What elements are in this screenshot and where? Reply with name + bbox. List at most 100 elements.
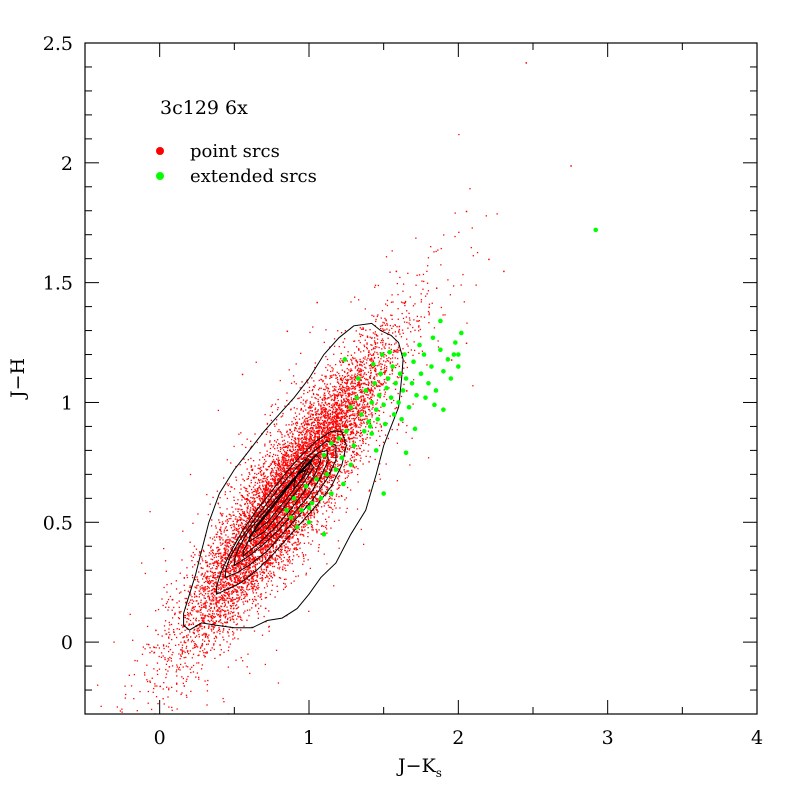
point-src-dot [395, 364, 397, 367]
point-src-dot [216, 566, 219, 568]
point-src-dot [203, 550, 205, 553]
point-src-dot [285, 446, 288, 448]
point-src-dot [328, 391, 331, 393]
point-src-dot [238, 554, 240, 557]
point-src-dot [219, 592, 221, 595]
point-src-dot [320, 413, 323, 416]
point-src-dot [294, 500, 297, 502]
point-src-dot [260, 537, 262, 539]
point-src-dot [336, 488, 338, 490]
point-src-dot [293, 456, 296, 459]
point-src-dot [226, 548, 228, 550]
point-src-dot [196, 629, 198, 632]
point-src-dot [330, 419, 332, 422]
point-src-dot [360, 395, 362, 398]
point-src-dot [267, 580, 269, 582]
point-src-dot [314, 397, 316, 399]
point-src-dot [274, 472, 276, 474]
point-src-dot [286, 481, 289, 484]
point-src-dot [280, 554, 282, 556]
point-src-dot [248, 528, 250, 531]
point-src-dot [226, 583, 228, 585]
point-src-dot [281, 488, 283, 491]
point-src-dot [349, 376, 351, 378]
point-src-dot [153, 687, 155, 690]
point-src-dot [383, 395, 385, 398]
point-src-dot [227, 570, 229, 572]
point-src-dot [232, 604, 234, 607]
point-src-dot [199, 586, 201, 588]
point-src-dot [163, 647, 165, 650]
point-src-dot [471, 227, 473, 229]
point-src-dot [273, 525, 276, 527]
point-src-dot [355, 416, 358, 419]
point-src-dot [214, 657, 216, 660]
point-src-dot [317, 472, 320, 474]
point-src-dot [281, 512, 284, 514]
point-src-dot [224, 610, 226, 613]
point-src-dot [240, 629, 242, 631]
point-src-dot [312, 474, 315, 477]
point-src-dot [312, 393, 315, 396]
point-src-dot [235, 549, 238, 551]
point-src-dot [345, 392, 347, 394]
point-src-dot [335, 437, 337, 439]
point-src-dot [304, 525, 306, 527]
point-src-dot [326, 467, 329, 469]
point-src-dot [194, 564, 196, 566]
point-src-dot [257, 555, 259, 558]
point-src-dot [331, 480, 334, 482]
point-src-dot [280, 498, 283, 500]
point-src-dot [288, 541, 291, 543]
point-src-dot [366, 383, 368, 386]
point-src-dot [281, 456, 283, 459]
point-src-dot [292, 481, 295, 483]
point-src-dot [261, 536, 263, 538]
point-src-dot [339, 450, 341, 453]
point-src-dot [356, 448, 358, 450]
point-src-dot [256, 540, 258, 542]
point-src-dot [386, 324, 389, 326]
point-src-dot [284, 405, 286, 407]
point-src-dot [136, 660, 139, 662]
point-src-dot [286, 399, 288, 402]
point-src-dot [277, 430, 279, 433]
point-src-dot [208, 587, 210, 589]
point-src-dot [383, 322, 386, 324]
point-src-dot [248, 570, 250, 572]
point-src-dot [360, 432, 363, 434]
point-src-dot [412, 305, 415, 307]
point-src-dot [187, 613, 190, 615]
point-src-dot [292, 537, 294, 539]
point-src-dot [365, 412, 367, 414]
point-src-dot [247, 581, 249, 584]
point-src-dot [370, 374, 372, 377]
point-src-dot [219, 506, 221, 509]
point-src-dot [212, 496, 214, 499]
point-src-dot [240, 484, 242, 486]
point-src-dot [375, 426, 377, 429]
point-src-dot [269, 593, 272, 595]
point-src-dot [281, 532, 283, 534]
point-src-dot [374, 387, 376, 389]
point-src-dot [284, 502, 287, 505]
point-src-dot [232, 529, 234, 532]
point-src-dot [317, 458, 320, 460]
point-src-dot [262, 555, 264, 557]
point-src-dot [303, 494, 305, 497]
point-src-dot [285, 543, 287, 545]
point-src-dot [280, 536, 282, 539]
point-src-dot [352, 430, 354, 432]
point-src-dot [398, 331, 400, 333]
point-src-dot [239, 551, 241, 554]
point-src-dot [329, 452, 331, 454]
point-src-dot [278, 463, 281, 466]
point-src-dot [206, 564, 209, 567]
point-src-dot [208, 597, 211, 600]
point-src-dot [303, 441, 305, 443]
point-src-dot [301, 498, 304, 500]
point-src-dot [284, 458, 286, 460]
point-src-dot [360, 370, 362, 372]
point-src-dot [306, 437, 308, 440]
point-src-dot [188, 624, 190, 626]
